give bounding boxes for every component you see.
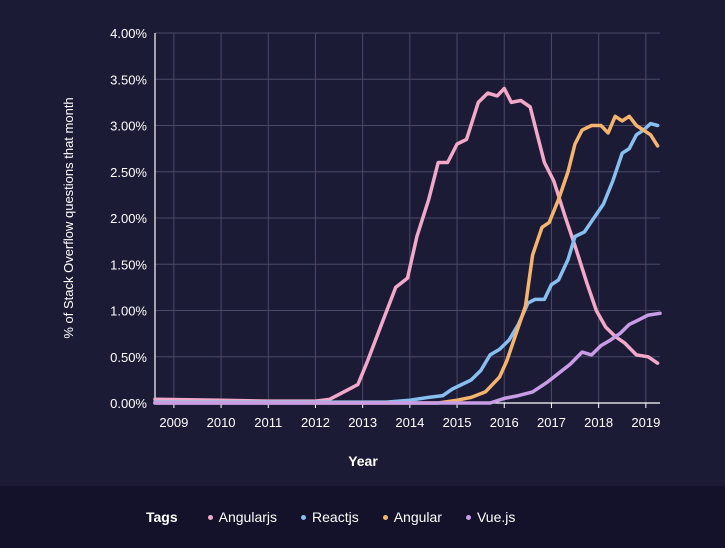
- legend: Tags Angularjs Reactjs Angular Vue.js: [0, 486, 725, 548]
- x-axis-label: Year: [348, 453, 378, 469]
- y-tick-label: 4.00%: [110, 26, 147, 41]
- x-tick-label: 2011: [254, 415, 282, 430]
- x-tick-label: 2018: [584, 415, 613, 430]
- legend-swatch: [301, 514, 307, 520]
- y-tick-label: 2.00%: [110, 211, 147, 226]
- legend-swatch: [382, 514, 388, 520]
- series-line-angular: [153, 114, 660, 405]
- y-tick-label: 3.00%: [110, 119, 147, 134]
- x-tick-label: 2014: [395, 415, 424, 430]
- legend-item-vuejs: Vue.js: [465, 509, 516, 525]
- legend-swatch: [465, 514, 471, 520]
- line-chart: 0.00% 0.50% 1.00% 1.50% 2.00% 2.50% 3.00% 3.50%…: [61, 26, 662, 469]
- x-tick-label: 2017: [537, 415, 566, 430]
- y-tick-label: 0.50%: [110, 350, 147, 365]
- legend-label: Angularjs: [218, 509, 278, 525]
- x-tick-label: 2013: [348, 415, 377, 430]
- y-tick-label: 3.50%: [110, 72, 147, 87]
- y-tick-label: 2.50%: [110, 165, 147, 180]
- legend-item-angular: Angular: [382, 509, 442, 525]
- y-tick-label: 1.50%: [110, 257, 147, 272]
- series-line-angularjs: [153, 86, 660, 403]
- x-tick-label: 2019: [631, 415, 660, 430]
- x-tick-label: 2016: [490, 415, 519, 430]
- x-tick-label: 2010: [207, 415, 236, 430]
- legend-label: Angular: [393, 509, 442, 525]
- y-axis-label: % of Stack Overflow questions that month: [61, 97, 76, 338]
- x-tick-label: 2012: [301, 415, 330, 430]
- series-line-vue-js: [153, 311, 662, 405]
- legend-swatch: [207, 514, 213, 520]
- legend-label: Reactjs: [312, 509, 359, 525]
- legend-item-reactjs: Reactjs: [301, 509, 359, 525]
- legend-label: Vue.js: [476, 509, 516, 525]
- x-tick-label: 2015: [443, 415, 472, 430]
- axes: 0.00% 0.50% 1.00% 1.50% 2.00% 2.50% 3.00% 3.50%…: [110, 26, 660, 430]
- series-lines: [153, 86, 662, 405]
- legend-title: Tags: [146, 509, 178, 525]
- chart-panel: 0.00% 0.50% 1.00% 1.50% 2.00% 2.50% 3.00% 3.50%…: [61, 26, 662, 469]
- y-tick-label: 1.00%: [110, 304, 147, 319]
- y-tick-label: 0.00%: [110, 396, 147, 411]
- series-line-reactjs: [153, 121, 660, 404]
- x-tick-label: 2009: [159, 415, 188, 430]
- legend-item-angularjs: Angularjs: [207, 509, 278, 525]
- grid: [155, 32, 660, 404]
